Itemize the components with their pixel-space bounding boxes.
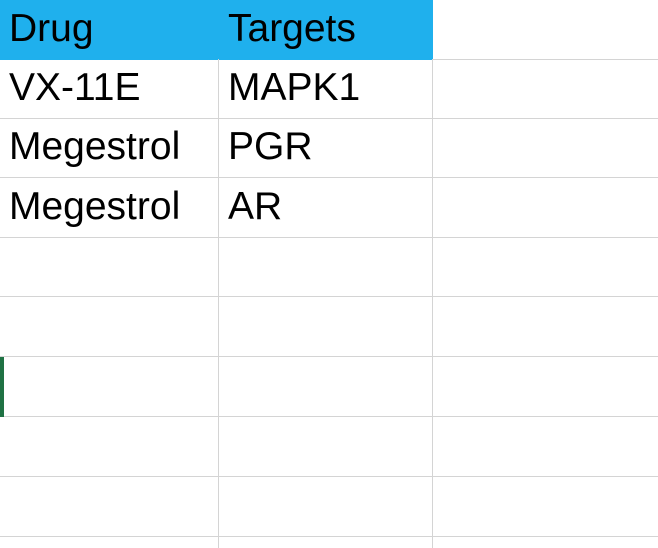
table-row: VX-11E MAPK1 (0, 59, 658, 119)
cell-empty[interactable] (433, 178, 658, 238)
table-row (0, 237, 658, 297)
cell-drug[interactable]: VX-11E (0, 59, 219, 119)
header-cell-targets[interactable]: Targets (219, 0, 433, 60)
table-row (0, 537, 658, 548)
table-row: Megestrol AR (0, 178, 658, 238)
table-row (0, 297, 658, 357)
cell-empty[interactable] (0, 237, 219, 297)
table-row (0, 477, 658, 537)
cell-empty[interactable] (433, 59, 658, 119)
cell-empty[interactable] (433, 537, 658, 548)
table-row (0, 357, 658, 417)
table-row: Megestrol PGR (0, 118, 658, 178)
cell-target[interactable]: AR (219, 178, 433, 238)
cell-empty[interactable] (0, 477, 219, 537)
cell-empty[interactable] (433, 118, 658, 178)
cell-empty[interactable] (219, 297, 433, 357)
table-row (0, 417, 658, 477)
cell-empty[interactable] (433, 357, 658, 417)
cell-empty[interactable] (433, 417, 658, 477)
cell-empty[interactable] (433, 297, 658, 357)
cell-drug[interactable]: Megestrol (0, 178, 219, 238)
cell-empty[interactable] (0, 417, 219, 477)
header-row: Drug Targets (0, 0, 658, 60)
cell-drug[interactable]: Megestrol (0, 118, 219, 178)
cell-target[interactable]: MAPK1 (219, 59, 433, 119)
cell-empty[interactable] (219, 477, 433, 537)
header-cell-drug[interactable]: Drug (0, 0, 219, 60)
cell-empty[interactable] (219, 537, 433, 548)
cell-empty[interactable] (219, 417, 433, 477)
cell-empty[interactable] (0, 537, 219, 548)
cell-empty[interactable] (219, 357, 433, 417)
cell-empty[interactable] (433, 237, 658, 297)
active-cell-indicator (0, 357, 4, 417)
cell-empty[interactable] (219, 237, 433, 297)
cell-empty[interactable] (0, 297, 219, 357)
header-cell-empty[interactable] (433, 0, 658, 60)
cell-target[interactable]: PGR (219, 118, 433, 178)
cell-empty[interactable] (433, 477, 658, 537)
cell-active[interactable] (0, 357, 219, 417)
